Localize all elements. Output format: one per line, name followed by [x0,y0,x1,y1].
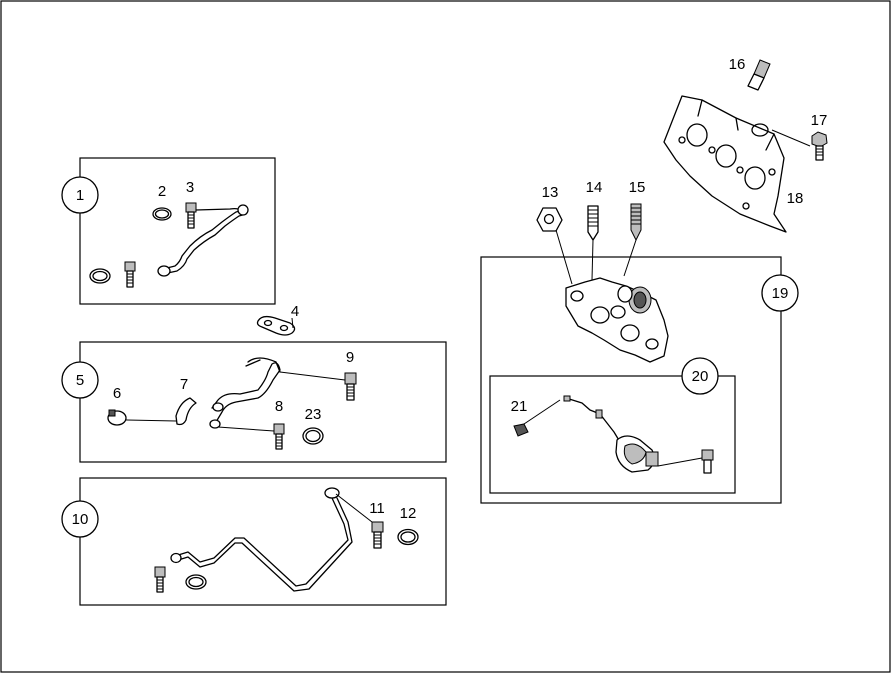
label-15: 15 [629,179,646,196]
washer-part-12[interactable] [397,528,419,546]
sensor-part-21[interactable] [513,423,529,437]
group-1: 1 2 3 [61,157,276,305]
group-10: 10 11 12 [61,477,447,606]
wastegate-actuator[interactable] [563,395,659,473]
callout-circle-19[interactable] [761,274,799,312]
oil-return-pipe[interactable] [211,362,281,423]
label-23: 23 [305,406,322,423]
group-19: 19 20 [480,256,799,504]
group-1-frame [79,157,276,305]
bolt-lower-group10[interactable] [154,566,166,593]
label-18: 18 [787,190,804,207]
hose-part-7[interactable] [175,397,197,426]
turbocharger-manifold[interactable] [565,277,669,363]
callout-circle-5[interactable] [61,361,99,399]
group-5: 5 6 7 9 8 [61,341,447,463]
long-oil-pipe[interactable] [174,497,349,587]
label-21: 21 [511,398,528,415]
callout-20: 20 [692,368,709,385]
label-4: 4 [291,303,299,320]
callout-10: 10 [72,511,89,528]
label-12: 12 [400,505,417,522]
washer-lower-group10[interactable] [185,574,207,590]
bolt-part-8[interactable] [273,423,285,450]
bolt-part-17[interactable] [811,131,828,161]
label-6: 6 [113,385,121,402]
label-17: 17 [811,112,828,129]
bolt-part-3[interactable] [185,202,197,229]
group-20-frame [489,375,736,494]
pipe-end-fitting-bottom [157,265,171,277]
group-5-frame [79,341,447,463]
nut-part-13[interactable] [536,207,563,232]
bolt-part-9[interactable] [344,372,357,401]
clamp-part-6[interactable] [107,409,127,426]
label-13: 13 [542,184,559,201]
washer-part-2-inner [154,209,170,219]
callout-circle-10[interactable] [61,500,99,538]
bolt-lower[interactable] [124,261,136,288]
group-19-frame [480,256,782,504]
pipe-end-fitting-top [237,204,249,216]
callout-5: 5 [76,372,84,389]
seal-part-23[interactable] [302,427,324,445]
stud-part-14[interactable] [587,205,599,241]
group-10-frame [79,477,447,606]
callout-circle-20[interactable] [681,357,719,395]
label-2: 2 [158,183,166,200]
label-7: 7 [180,376,188,393]
gasket-part-4[interactable] [256,315,296,336]
oil-feed-pipe[interactable] [162,208,245,270]
washer-part-2[interactable] [152,207,172,221]
label-3: 3 [186,179,194,196]
label-9: 9 [346,349,354,366]
stud-part-15[interactable] [630,203,642,242]
label-11: 11 [369,500,385,517]
callout-circle-1[interactable] [61,176,99,214]
actuator-bolt[interactable] [701,449,714,474]
callout-19: 19 [772,285,789,302]
washer-lower[interactable] [89,268,111,284]
sensor-part-16[interactable] [747,59,771,91]
bolt-part-11[interactable] [371,521,384,549]
label-16: 16 [729,56,746,73]
label-8: 8 [275,398,283,415]
heat-shield-part-18[interactable] [663,95,787,233]
callout-1: 1 [76,187,84,204]
label-14: 14 [586,179,603,196]
